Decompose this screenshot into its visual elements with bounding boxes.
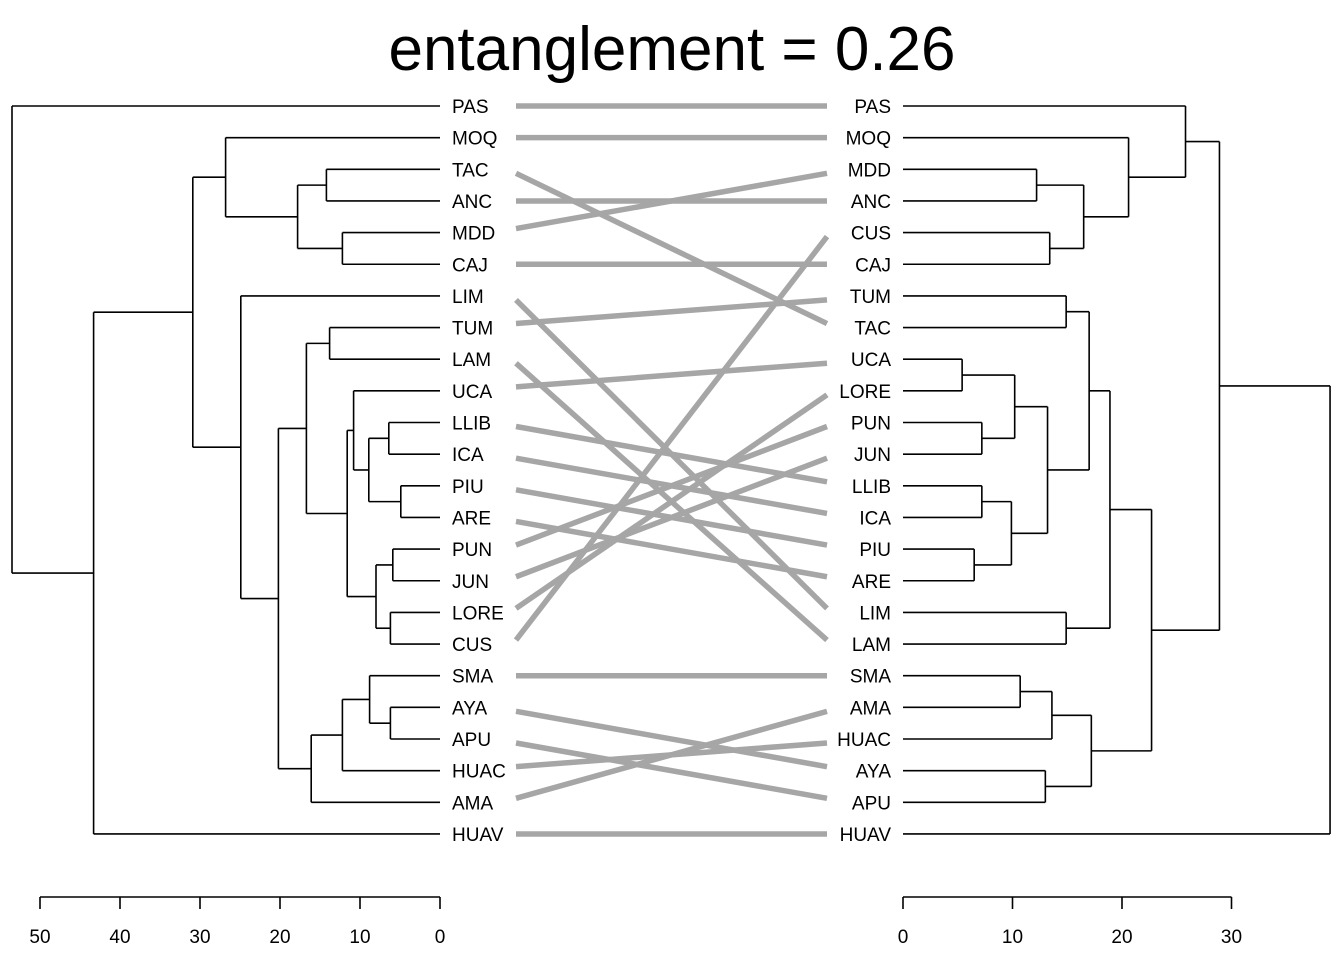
right-leaf-label: MOQ: [846, 129, 891, 150]
right-leaf-label: LLIB: [852, 477, 891, 498]
left-leaf-label: ARE: [452, 508, 491, 529]
left-leaf-label: PUN: [452, 540, 492, 561]
left-leaf-label: AMA: [452, 793, 494, 814]
left-leaf-label: LAM: [452, 350, 491, 371]
left-leaf-label: AYA: [452, 698, 488, 719]
left-leaf-label: TAC: [452, 160, 489, 181]
left-leaf-label: SMA: [452, 667, 494, 688]
left-leaf-label: HUAV: [452, 825, 504, 846]
left-leaf-label: MOQ: [452, 129, 497, 150]
connector-ama: [515, 708, 828, 801]
right-leaf-label: MDD: [848, 160, 891, 181]
right-leaf-label: HUAV: [840, 825, 892, 846]
connector-jun: [515, 455, 828, 580]
left-leaf-label: ICA: [452, 445, 484, 466]
left-leaf-label: MDD: [452, 224, 495, 245]
right-leaf-label: AYA: [856, 762, 892, 783]
left-axis-tick-label: 10: [349, 927, 370, 948]
right-leaf-label: PAS: [854, 97, 891, 118]
left-leaf-label: PAS: [452, 97, 489, 118]
connector-aya: [515, 708, 828, 770]
left-leaf-label: CUS: [452, 635, 492, 656]
right-leaf-label: APU: [852, 793, 891, 814]
right-leaf-label: LAM: [852, 635, 891, 656]
right-axis: 0 10 20 30: [898, 896, 1242, 948]
left-leaf-label: UCA: [452, 382, 492, 403]
right-leaf-label: PIU: [859, 540, 891, 561]
connector-tum: [515, 297, 828, 327]
right-axis-tick-label: 20: [1111, 927, 1132, 948]
right-axis-tick-label: 10: [1002, 927, 1023, 948]
connector-mdd: [515, 170, 828, 232]
left-leaf-labels: PAS MOQ TAC ANC MDD CAJ LIM TUM LAM UCA LLIB ICA PIU…: [452, 97, 506, 846]
right-leaf-label: ANC: [851, 192, 891, 213]
right-leaf-label: LIM: [859, 603, 891, 624]
chart-title: entanglement = 0.26: [388, 15, 956, 84]
connector-uca: [515, 360, 828, 390]
left-leaf-label: APU: [452, 730, 491, 751]
right-leaf-label: AMA: [850, 698, 892, 719]
left-axis-tick-label: 30: [189, 927, 210, 948]
right-leaf-label: TAC: [854, 319, 891, 340]
left-leaf-label: ANC: [452, 192, 492, 213]
right-leaf-label: JUN: [854, 445, 891, 466]
right-leaf-label: ARE: [852, 572, 891, 593]
left-axis-tick-label: 40: [109, 927, 130, 948]
left-axis-tick-label: 0: [435, 927, 446, 948]
right-leaf-label: ICA: [859, 508, 891, 529]
connector-are: [515, 518, 828, 580]
connector-lines: [513, 103, 830, 837]
left-axis-tick-label: 50: [29, 927, 50, 948]
left-leaf-label: CAJ: [452, 255, 488, 276]
left-axis-tick-label: 20: [269, 927, 290, 948]
right-leaf-label: LORE: [839, 382, 891, 403]
right-leaf-label: PUN: [851, 414, 891, 435]
right-leaf-label: CUS: [851, 224, 891, 245]
connector-llib: [515, 423, 828, 485]
left-leaf-label: JUN: [452, 572, 489, 593]
connector-pun: [515, 423, 828, 548]
right-leaf-label: TUM: [850, 287, 891, 308]
connector-cus: [513, 234, 830, 642]
left-dendrogram: [11, 105, 440, 835]
left-axis: 50 40 30 20 10 0: [29, 896, 446, 948]
right-leaf-label: SMA: [850, 667, 892, 688]
right-leaf-labels: PAS MOQ MDD ANC CUS CAJ TUM TAC UCA LORE PUN JUN LLI…: [837, 97, 891, 846]
left-leaf-label: LORE: [452, 603, 504, 624]
left-leaf-label: TUM: [452, 319, 493, 340]
right-axis-tick-label: 30: [1221, 927, 1242, 948]
right-leaf-label: CAJ: [855, 255, 891, 276]
left-leaf-label: LLIB: [452, 414, 491, 435]
right-leaf-label: HUAC: [837, 730, 891, 751]
right-dendrogram: [903, 105, 1331, 835]
left-leaf-label: LIM: [452, 287, 484, 308]
connector-apu: [515, 740, 828, 802]
left-leaf-label: HUAC: [452, 762, 506, 783]
left-leaf-label: PIU: [452, 477, 484, 498]
right-leaf-label: UCA: [851, 350, 891, 371]
right-axis-tick-label: 0: [898, 927, 909, 948]
